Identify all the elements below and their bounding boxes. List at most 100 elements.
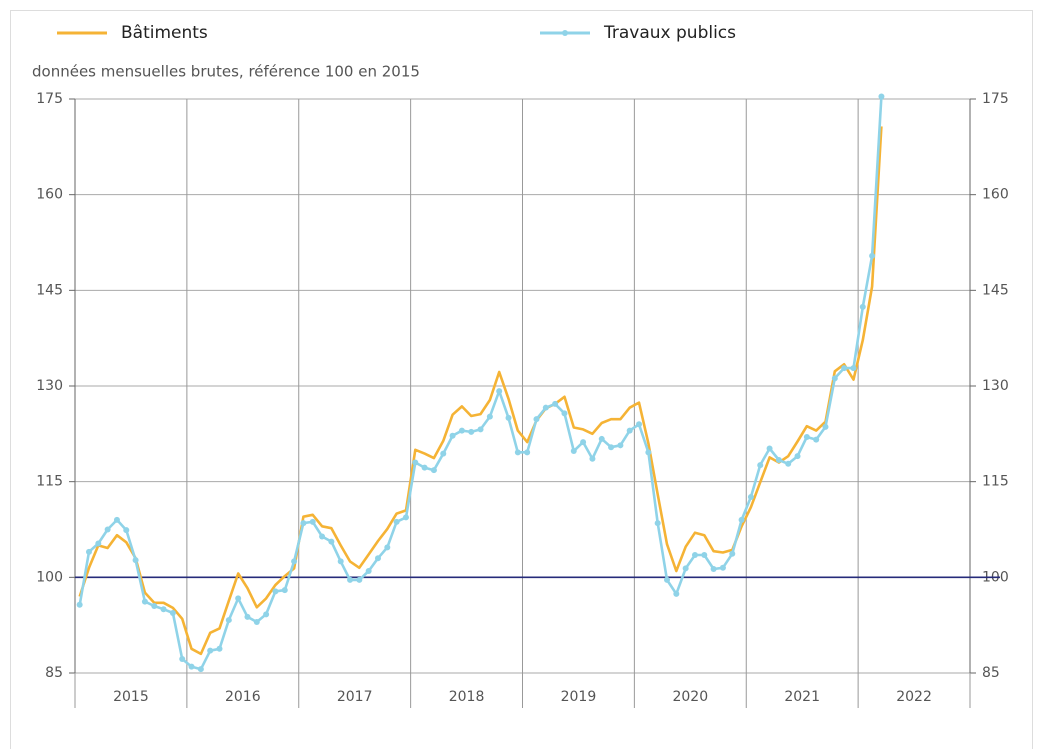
series-marker bbox=[533, 416, 540, 423]
series-marker bbox=[95, 540, 102, 547]
series-marker bbox=[598, 435, 605, 442]
series-marker bbox=[664, 576, 671, 583]
series-marker bbox=[393, 518, 400, 525]
series-marker bbox=[859, 303, 866, 310]
y2-tick-label: 160 bbox=[982, 187, 1009, 203]
series-marker bbox=[673, 590, 680, 597]
series-marker bbox=[468, 428, 475, 435]
series-marker bbox=[803, 434, 810, 441]
series-marker bbox=[701, 552, 708, 559]
series-marker bbox=[850, 365, 857, 372]
series-marker bbox=[300, 520, 307, 527]
series-marker bbox=[235, 595, 242, 602]
series-marker bbox=[384, 544, 391, 551]
series-marker bbox=[356, 576, 363, 583]
series-marker bbox=[458, 427, 465, 434]
series-marker bbox=[85, 548, 92, 555]
series-marker bbox=[477, 426, 484, 433]
series-marker bbox=[281, 587, 288, 594]
series-marker bbox=[654, 520, 661, 527]
series-marker bbox=[869, 252, 876, 259]
series-marker bbox=[225, 617, 232, 624]
series-marker bbox=[132, 557, 139, 564]
series-marker bbox=[449, 432, 456, 439]
series-marker bbox=[608, 444, 615, 451]
series-marker bbox=[552, 400, 559, 407]
series-marker bbox=[636, 421, 643, 428]
series-marker bbox=[831, 375, 838, 382]
legend-marker bbox=[562, 30, 568, 36]
series-marker bbox=[710, 566, 717, 573]
series-marker bbox=[319, 533, 326, 540]
y-tick-label: 145 bbox=[36, 282, 63, 298]
series-marker bbox=[514, 449, 521, 456]
series-marker bbox=[337, 558, 344, 565]
series-marker bbox=[430, 467, 437, 474]
series-marker bbox=[617, 442, 624, 449]
series-marker bbox=[822, 423, 829, 430]
series-marker bbox=[113, 516, 120, 523]
series-marker bbox=[691, 552, 698, 559]
series-marker bbox=[757, 462, 764, 469]
series-marker bbox=[141, 598, 148, 605]
panel-border bbox=[10, 10, 1033, 749]
series-marker bbox=[570, 448, 577, 455]
series-marker bbox=[589, 455, 596, 462]
series-marker bbox=[179, 655, 186, 662]
series-marker bbox=[244, 613, 251, 620]
series-marker bbox=[682, 565, 689, 572]
series-marker bbox=[402, 514, 409, 521]
series-marker bbox=[496, 388, 503, 395]
series-marker bbox=[785, 460, 792, 467]
series-marker bbox=[309, 518, 316, 525]
series-marker bbox=[719, 564, 726, 571]
series-marker bbox=[291, 558, 298, 565]
series-marker bbox=[104, 526, 111, 533]
series-marker bbox=[775, 456, 782, 463]
series-marker bbox=[76, 601, 83, 608]
series-marker bbox=[729, 550, 736, 557]
series-marker bbox=[747, 493, 754, 500]
series-line bbox=[78, 96, 883, 671]
y-tick-label: 115 bbox=[36, 474, 63, 490]
series-marker bbox=[188, 663, 195, 670]
series-marker bbox=[561, 410, 568, 417]
series-marker bbox=[169, 610, 176, 617]
x-tick-label: 2019 bbox=[561, 689, 597, 705]
series-marker bbox=[486, 413, 493, 420]
y-tick-label: 85 bbox=[45, 665, 63, 681]
series-marker bbox=[841, 365, 848, 372]
series-marker bbox=[160, 606, 167, 613]
series-marker bbox=[524, 449, 531, 456]
series-marker bbox=[365, 567, 372, 574]
series-marker bbox=[794, 453, 801, 460]
series-line bbox=[78, 126, 883, 656]
series-marker bbox=[207, 647, 214, 654]
series-marker bbox=[813, 436, 820, 443]
series-marker bbox=[542, 404, 549, 411]
x-tick-label: 2020 bbox=[672, 689, 708, 705]
series-marker bbox=[216, 645, 223, 652]
series-marker bbox=[645, 449, 652, 456]
y2-tick-label: 175 bbox=[982, 91, 1009, 107]
series-marker bbox=[197, 666, 204, 673]
series-marker bbox=[626, 427, 633, 434]
series-marker bbox=[878, 93, 885, 100]
chart-subtitle: données mensuelles brutes, référence 100… bbox=[32, 63, 420, 81]
series-marker bbox=[412, 459, 419, 466]
series-marker bbox=[328, 538, 335, 545]
series-marker bbox=[263, 611, 270, 618]
series-marker bbox=[580, 439, 587, 446]
series-marker bbox=[123, 527, 130, 534]
series-marker bbox=[766, 445, 773, 452]
x-tick-label: 2015 bbox=[113, 689, 149, 705]
series-marker bbox=[272, 588, 279, 595]
y2-tick-label: 85 bbox=[982, 665, 1000, 681]
series-marker bbox=[738, 516, 745, 523]
x-tick-label: 2018 bbox=[449, 689, 485, 705]
legend-label: Bâtiments bbox=[121, 23, 208, 43]
y2-tick-label: 145 bbox=[982, 282, 1009, 298]
series-marker bbox=[440, 450, 447, 457]
y-tick-label: 160 bbox=[36, 187, 63, 203]
